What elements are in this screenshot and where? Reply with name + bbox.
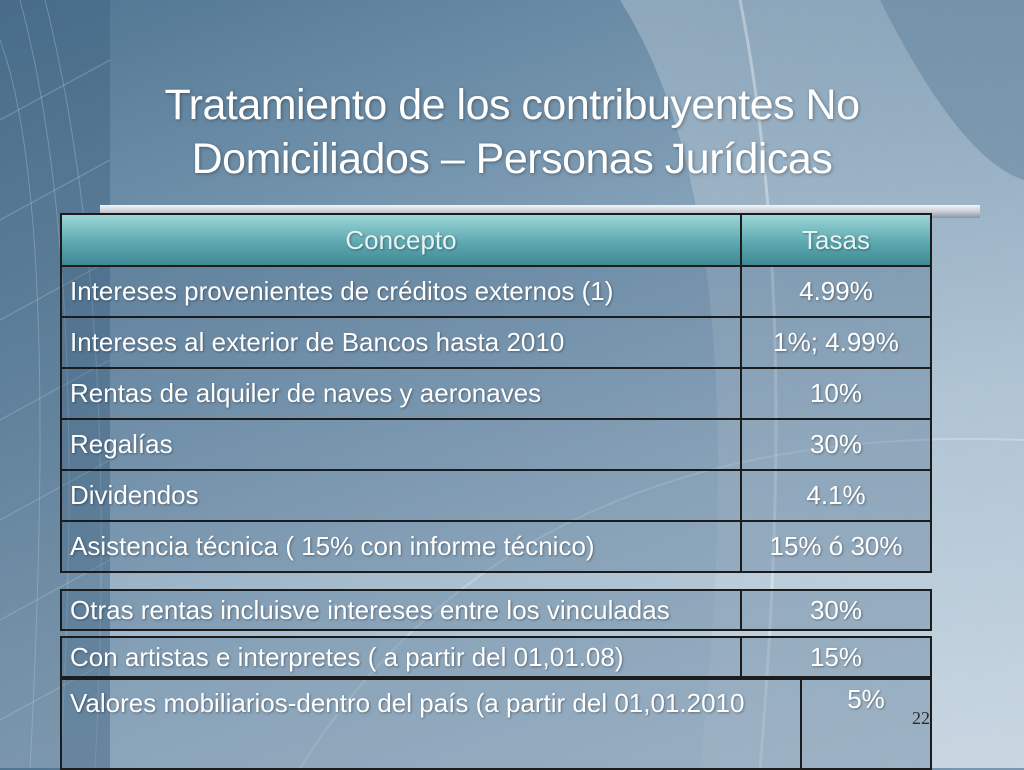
table-row: Con artistas e interpretes ( a partir de…: [60, 636, 932, 678]
slide-title: Tratamiento de los contribuyentes No Dom…: [100, 78, 924, 186]
page-number: 22: [912, 708, 930, 728]
title-line-2: Domiciliados – Personas Jurídicas: [191, 135, 833, 183]
row-concept: Valores mobiliarios-dentro del país (a p…: [60, 678, 802, 770]
row-rate: 30%: [740, 589, 932, 631]
row-rate: 4.1%: [740, 469, 932, 522]
table-row: Valores mobiliarios-dentro del país (a p…: [60, 678, 932, 770]
row-concept: Dividendos: [60, 469, 742, 522]
row-rate: 4.99%: [740, 265, 932, 318]
row-rate: 15% ó 30%: [740, 520, 932, 573]
row-concept: Asistencia técnica ( 15% con informe téc…: [60, 520, 742, 573]
row-rate: 5%: [800, 678, 932, 770]
header-concepto: Concepto: [60, 213, 742, 267]
row-concept: Intereses provenientes de créditos exter…: [60, 265, 742, 318]
table-row: Otras rentas incluisve intereses entre l…: [60, 589, 932, 631]
row-concept: Otras rentas incluisve intereses entre l…: [60, 589, 742, 631]
table-row: Intereses al exterior de Bancos hasta 20…: [60, 316, 932, 369]
table-row: Asistencia técnica ( 15% con informe téc…: [60, 520, 932, 573]
title-line-1: Tratamiento de los contribuyentes No: [164, 81, 860, 129]
row-rate: 15%: [740, 636, 932, 678]
row-rate: 30%: [740, 418, 932, 471]
row-concept: Con artistas e interpretes ( a partir de…: [60, 636, 742, 678]
table-row: Intereses provenientes de créditos exter…: [60, 265, 932, 318]
table-row: Regalías 30%: [60, 418, 932, 471]
extra-row-valores: Valores mobiliarios-dentro del país (a p…: [60, 678, 932, 770]
row-concept: Intereses al exterior de Bancos hasta 20…: [60, 316, 742, 369]
row-rate: 10%: [740, 367, 932, 420]
row-rate: 1%; 4.99%: [740, 316, 932, 369]
row-concept: Regalías: [60, 418, 742, 471]
table-header-row: Concepto Tasas: [60, 213, 932, 267]
header-tasas: Tasas: [740, 213, 932, 267]
table-row: Dividendos 4.1%: [60, 469, 932, 522]
extra-row-artistas: Con artistas e interpretes ( a partir de…: [60, 636, 932, 678]
extra-row-otras-rentas: Otras rentas incluisve intereses entre l…: [60, 589, 932, 631]
row-concept: Rentas de alquiler de naves y aeronaves: [60, 367, 742, 420]
rates-table: Concepto Tasas Intereses provenientes de…: [60, 213, 932, 573]
table-row: Rentas de alquiler de naves y aeronaves …: [60, 367, 932, 420]
